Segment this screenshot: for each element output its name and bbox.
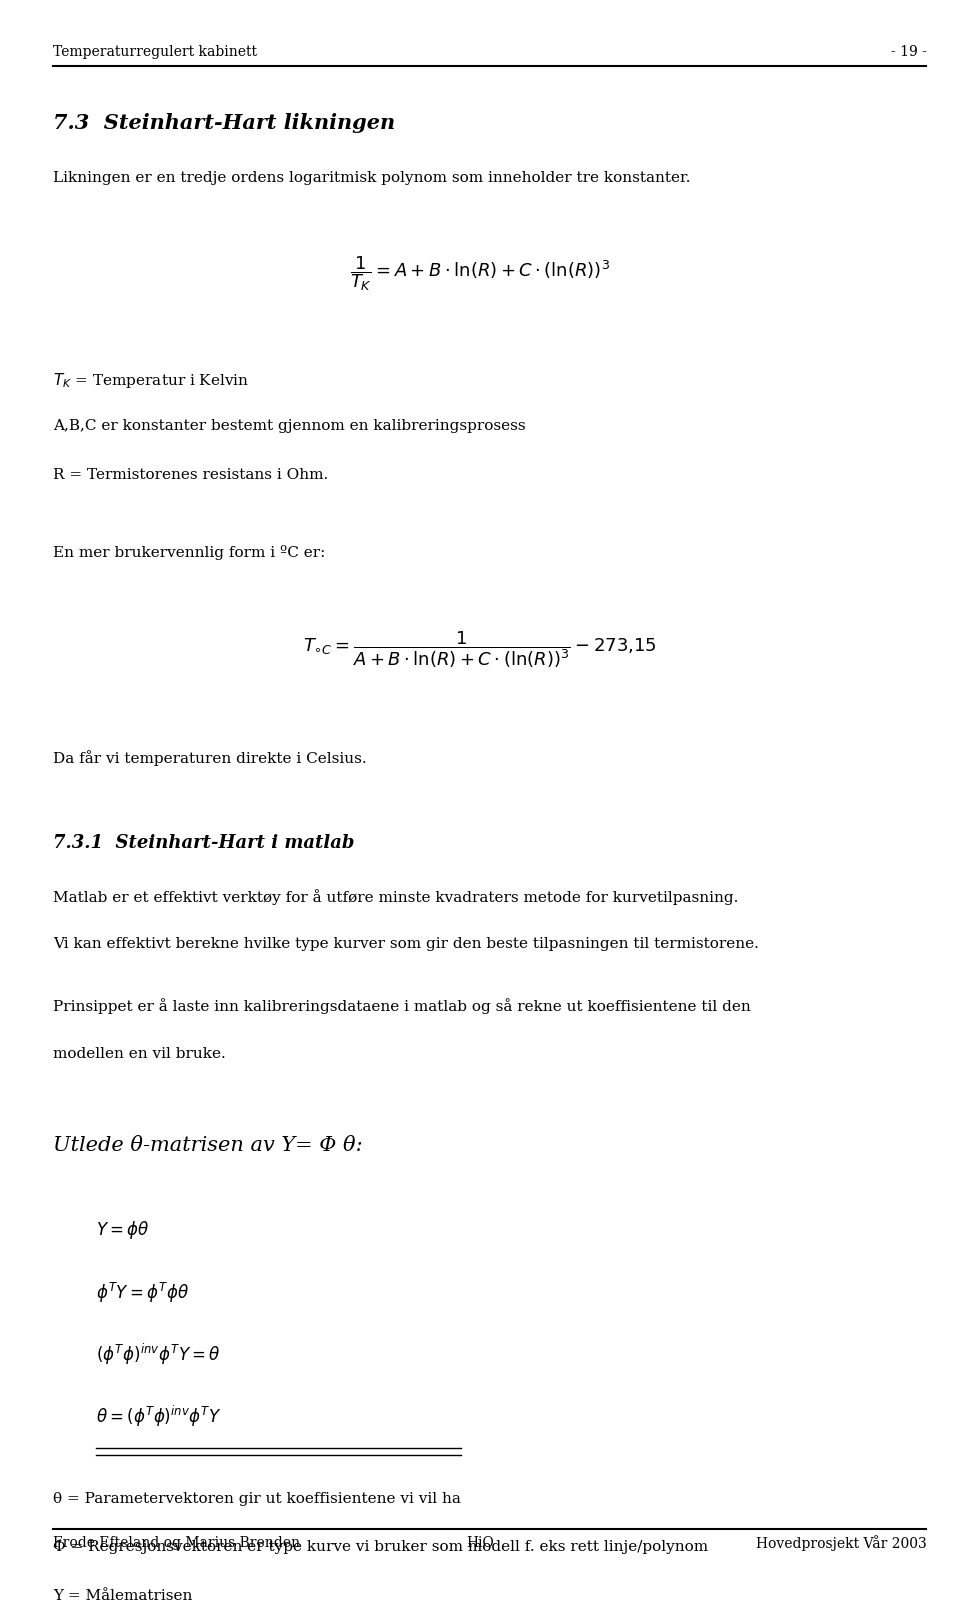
Text: 7.3  Steinhart-Hart likningen: 7.3 Steinhart-Hart likningen — [53, 113, 395, 132]
Text: Matlab er et effektivt verktøy for å utføre minste kvadraters metode for kurveti: Matlab er et effektivt verktøy for å utf… — [53, 889, 738, 905]
Text: $(\phi^T \phi)^{inv} \phi^T Y = \theta$: $(\phi^T \phi)^{inv} \phi^T Y = \theta$ — [96, 1342, 221, 1368]
Text: $\theta = (\phi^T \phi)^{inv} \phi^T Y$: $\theta = (\phi^T \phi)^{inv} \phi^T Y$ — [96, 1403, 222, 1429]
Text: Prinsippet er å laste inn kalibreringsdataene i matlab og så rekne ut koeffisien: Prinsippet er å laste inn kalibreringsda… — [53, 998, 751, 1015]
Text: 7.3.1  Steinhart-Hart i matlab: 7.3.1 Steinhart-Hart i matlab — [53, 834, 354, 852]
Text: $T_{\circ C} = \dfrac{1}{A + B \cdot \ln(R) + C \cdot (\ln(R))^3} - 273{,}15$: $T_{\circ C} = \dfrac{1}{A + B \cdot \ln… — [303, 629, 657, 669]
Text: $T_K$ = Temperatur i Kelvin: $T_K$ = Temperatur i Kelvin — [53, 371, 249, 390]
Text: $\phi^T Y = \phi^T \phi\theta$: $\phi^T Y = \phi^T \phi\theta$ — [96, 1281, 189, 1305]
Text: HiO: HiO — [467, 1536, 493, 1550]
Text: Y = Målematrisen: Y = Målematrisen — [53, 1589, 192, 1603]
Text: Frode Efteland og Marius Brenden: Frode Efteland og Marius Brenden — [53, 1536, 300, 1550]
Text: $Y = \phi\theta$: $Y = \phi\theta$ — [96, 1219, 150, 1242]
Text: $\dfrac{1}{T_K} = A + B \cdot \ln(R) + C \cdot (\ln(R))^3$: $\dfrac{1}{T_K} = A + B \cdot \ln(R) + C… — [350, 255, 610, 294]
Text: A,B,C er konstanter bestemt gjennom en kalibreringsprosess: A,B,C er konstanter bestemt gjennom en k… — [53, 419, 525, 434]
Text: Temperaturregulert kabinett: Temperaturregulert kabinett — [53, 45, 257, 60]
Text: Likningen er en tredje ordens logaritmisk polynom som inneholder tre konstanter.: Likningen er en tredje ordens logaritmis… — [53, 171, 690, 185]
Text: R = Termistorenes resistans i Ohm.: R = Termistorenes resistans i Ohm. — [53, 468, 328, 482]
Text: Hovedprosjekt Vår 2003: Hovedprosjekt Vår 2003 — [756, 1536, 926, 1552]
Text: Da får vi temperaturen direkte i Celsius.: Da får vi temperaturen direkte i Celsius… — [53, 750, 367, 766]
Text: Vi kan effektivt berekne hvilke type kurver som gir den beste tilpasningen til t: Vi kan effektivt berekne hvilke type kur… — [53, 937, 758, 952]
Text: En mer brukervennlig form i ºC er:: En mer brukervennlig form i ºC er: — [53, 545, 325, 560]
Text: modellen en vil bruke.: modellen en vil bruke. — [53, 1047, 226, 1061]
Text: Utlede θ-matrisen av Y= Φ θ:: Utlede θ-matrisen av Y= Φ θ: — [53, 1136, 363, 1155]
Text: Φ = Regresjonsvektoren er type kurve vi bruker som modell f. eks rett linje/poly: Φ = Regresjonsvektoren er type kurve vi … — [53, 1540, 708, 1555]
Text: θ = Parametervektoren gir ut koeffisientene vi vil ha: θ = Parametervektoren gir ut koeffisient… — [53, 1492, 461, 1507]
Text: - 19 -: - 19 - — [891, 45, 926, 60]
